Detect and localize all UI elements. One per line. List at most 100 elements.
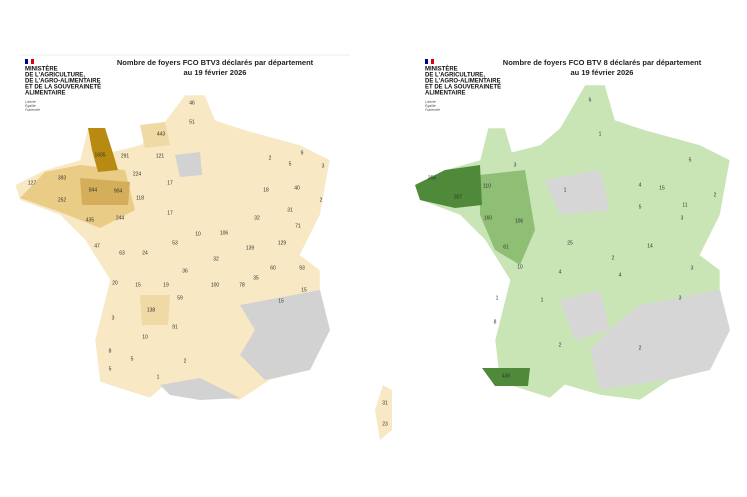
department-count: 224 [133, 171, 142, 177]
department-count: 844 [89, 187, 98, 193]
department-count: 106 [515, 218, 524, 224]
department-count: 32 [254, 215, 260, 221]
department-count: 53 [172, 240, 178, 246]
department-count: 32 [213, 256, 219, 262]
department-count: 160 [484, 215, 493, 221]
ministry-line: ET DE LA SOUVERAINETÉ [425, 83, 501, 91]
department-count: 25 [567, 240, 573, 246]
department-count: 2 [559, 342, 562, 348]
department-count: 138 [147, 307, 156, 313]
department-count: 1 [564, 187, 567, 193]
motto-line: Fraternité [425, 108, 440, 112]
department-count: 61 [503, 244, 509, 250]
department-count: 40 [294, 185, 300, 191]
department-count: 4 [619, 272, 622, 278]
department-count: 36 [182, 268, 188, 274]
department-count: 5 [289, 161, 292, 167]
department-count: 244 [116, 215, 125, 221]
region [80, 178, 130, 205]
department-count: 3 [681, 215, 684, 221]
ministry-line: DE L'AGRICULTURE, [25, 73, 85, 79]
ministry-line: DE L'AGRICULTURE, [425, 73, 485, 79]
department-count: 110 [483, 183, 491, 189]
department-count: 1 [157, 374, 160, 380]
motto-line: Liberté [25, 100, 36, 104]
department-count: 3 [679, 295, 682, 301]
department-count: 23 [382, 421, 388, 427]
motto-line: Liberté [425, 100, 436, 104]
department-count: 436 [502, 373, 511, 379]
department-count: 4 [639, 182, 642, 188]
department-count: 10 [517, 264, 523, 270]
ministry-line: DE L'AGRO-ALIMENTAIRE [25, 79, 101, 85]
department-count: 1 [541, 297, 544, 303]
ministry-line: MINISTÈRE [25, 65, 58, 73]
department-count: 2 [612, 255, 615, 261]
map-title: au 19 février 2026 [571, 68, 634, 77]
department-count: 15 [135, 282, 141, 288]
department-count: 91 [172, 324, 178, 330]
department-count: 14 [647, 243, 653, 249]
department-count: 60 [270, 265, 276, 271]
department-count: 8 [494, 319, 497, 325]
flag-blue [425, 59, 428, 64]
department-count: 31 [382, 400, 388, 406]
department-count: 2 [269, 155, 272, 161]
department-count: 5 [689, 157, 692, 163]
department-count: 31 [287, 207, 293, 213]
department-count: 3 [112, 315, 115, 321]
department-count: 11 [682, 202, 687, 208]
department-count: 4 [559, 269, 562, 275]
department-count: 19 [163, 282, 169, 288]
ministry-line: DE L'AGRO-ALIMENTAIRE [425, 79, 501, 85]
department-count: 15 [301, 287, 307, 293]
no-data [545, 170, 610, 215]
department-count: 10 [195, 231, 201, 237]
department-count: 127 [28, 180, 37, 186]
department-count: 1 [599, 131, 602, 137]
department-count: 1605 [94, 152, 105, 158]
department-count: 121 [156, 153, 165, 159]
department-count: 252 [58, 197, 67, 203]
department-count: 3 [322, 163, 325, 169]
department-count: 24 [142, 250, 148, 256]
region [480, 170, 535, 265]
flag-red [431, 59, 434, 64]
department-count: 15 [278, 298, 284, 304]
department-count: 5 [131, 356, 134, 362]
department-count: 2 [320, 197, 323, 203]
region-max [482, 368, 530, 386]
department-count: 118 [136, 195, 144, 201]
map-title: au 19 février 2026 [184, 68, 247, 77]
department-count: 51 [189, 119, 195, 125]
department-count: 106 [220, 230, 229, 236]
department-count: 2 [184, 358, 187, 364]
ministry-line: ET DE LA SOUVERAINETÉ [25, 83, 101, 91]
map-title: Nombre de foyers FCO BTV3 déclarés par d… [117, 58, 314, 67]
department-count: 10 [142, 334, 148, 340]
department-count: 5 [109, 366, 112, 372]
region-max [88, 128, 118, 172]
department-count: 443 [157, 131, 166, 137]
department-count: 93 [299, 265, 305, 271]
region [140, 295, 170, 325]
department-count: 35 [253, 275, 259, 281]
department-count: 100 [211, 282, 220, 288]
department-count: 2 [639, 345, 642, 351]
department-count: 291 [121, 153, 130, 159]
corsica [375, 385, 392, 440]
motto-line: Fraternité [25, 108, 40, 112]
ministry-line: ALIMENTAIRE [25, 91, 66, 97]
no-data [240, 290, 330, 380]
department-count: 435 [86, 217, 95, 223]
department-count: 904 [114, 188, 123, 194]
department-count: 307 [454, 194, 463, 200]
department-count: 129 [278, 240, 287, 246]
department-count: 47 [94, 243, 100, 249]
flag-red [31, 59, 34, 64]
no-data [160, 378, 240, 400]
department-count: 17 [167, 180, 173, 186]
department-count: 393 [58, 175, 67, 181]
